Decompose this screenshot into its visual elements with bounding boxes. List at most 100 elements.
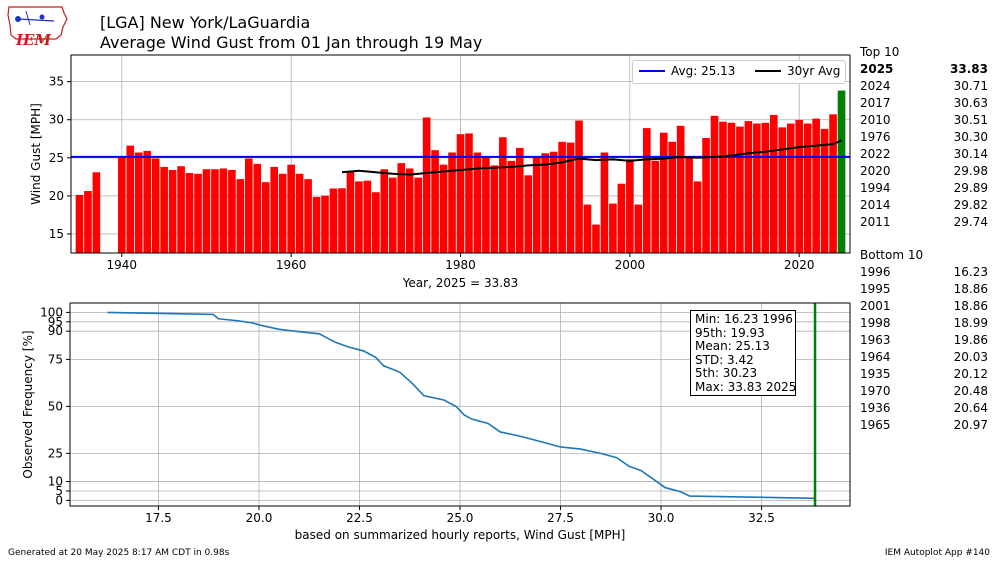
bottom10-row: 1970 20.48: [860, 383, 988, 400]
bottom10-title: Bottom 10: [860, 248, 924, 262]
legend-label-30yr: 30yr Avg: [787, 64, 841, 78]
top10-value: 33.83: [950, 62, 988, 76]
bar-2009: [702, 138, 710, 253]
bar-2014: [744, 121, 753, 254]
thirty-yr-avg-line: [341, 139, 842, 176]
bar-1981: [465, 133, 473, 253]
top10-value: 29.82: [953, 198, 988, 212]
top10-panel: Top 10 2025 33.83 2024 30.71 2017 30.63 2010 30…: [860, 44, 988, 231]
y-tick-label: 0: [55, 493, 63, 507]
y-tick-label: 95: [48, 315, 63, 329]
y-tick-label: 75: [48, 352, 63, 366]
bar-1936: [84, 191, 92, 253]
bar-2013: [736, 126, 744, 253]
bar-1935: [75, 194, 84, 253]
bar-1946: [168, 169, 177, 253]
bar-1955: [245, 158, 253, 253]
top10-value: 30.51: [953, 113, 988, 127]
top10-year: 2017: [860, 96, 891, 110]
top10-row: 2020 29.98: [860, 163, 988, 180]
top10-value: 29.89: [953, 181, 988, 195]
bottom10-row: 1964 20.03: [860, 349, 988, 366]
bar-2004: [659, 132, 668, 253]
y-tick-label: 25: [48, 446, 63, 460]
x-tick-label: 1940: [107, 258, 138, 272]
bar-2011: [719, 121, 727, 253]
bar-1985: [499, 137, 507, 253]
bar-1966: [338, 188, 346, 253]
bottom10-year: 1964: [860, 350, 891, 364]
top10-value: 30.63: [953, 96, 988, 110]
bar-1944: [151, 158, 160, 253]
top10-year: 2014: [860, 198, 891, 212]
bar-1956: [253, 163, 262, 253]
stat-max: Max: 33.83 2025: [695, 379, 797, 394]
bar-2000: [626, 159, 634, 253]
bar-1962: [304, 179, 312, 253]
bottom10-year: 1963: [860, 333, 891, 347]
bar-2020: [795, 119, 804, 253]
bar-1972: [388, 177, 397, 253]
top10-row: 1976 30.30: [860, 129, 988, 146]
bar-1970: [372, 192, 380, 253]
chart-subtitle: Average Wind Gust from 01 Jan through 19…: [100, 33, 483, 52]
bar-2002: [642, 128, 651, 253]
footer-generated: Generated at 20 May 2025 8:17 AM CDT in …: [8, 548, 230, 558]
y-tick-label: 20: [49, 189, 64, 203]
stat-95th: 95th: 19.93: [695, 325, 765, 340]
bar-2010: [710, 115, 719, 253]
bar-1986: [507, 160, 516, 253]
bar-1957: [261, 182, 270, 253]
bottom10-value: 20.64: [953, 401, 988, 415]
bottom10-year: 1995: [860, 282, 891, 296]
bottom10-year: 1965: [860, 418, 891, 432]
bottom10-value: 20.03: [953, 350, 988, 364]
bottom10-year: 1935: [860, 367, 891, 381]
bottom10-row: 1936 20.64: [860, 400, 988, 417]
y-tick-label: 90: [48, 324, 63, 338]
bar-1973: [397, 163, 406, 253]
bar-1996: [592, 224, 600, 253]
bottom10-value: 18.86: [953, 282, 988, 296]
top10-row: 2022 30.14: [860, 146, 988, 163]
bar-1971: [380, 169, 389, 253]
legend-label-avg: Avg: 25.13: [671, 64, 736, 78]
bar-1950: [202, 169, 211, 253]
legend-swatch-30yr: [755, 70, 781, 72]
top10-value: 30.71: [953, 79, 988, 93]
y-tick-label: 25: [49, 151, 64, 165]
bar-1992: [558, 141, 566, 253]
iowa-map-icon: [7, 6, 68, 40]
bar-1991: [549, 151, 558, 253]
y-tick-label: 35: [49, 75, 64, 89]
x-tick-label: 1960: [276, 258, 307, 272]
bar-1998: [609, 203, 617, 253]
y-tick-label: 5: [55, 484, 63, 498]
bar-2005: [668, 141, 676, 253]
top10-value: 30.30: [953, 130, 988, 144]
bar-1942: [134, 152, 143, 253]
bottom10-value: 18.86: [953, 299, 988, 313]
bottom10-panel: Bottom 10 1996 16.23 1995 18.86 2001 18.86 199…: [860, 247, 988, 434]
bar-1937: [92, 172, 101, 253]
bar-1974: [405, 168, 414, 253]
x-tick-label: 2020: [784, 258, 815, 272]
bottom10-value: 18.99: [953, 316, 988, 330]
top10-row: 2014 29.82: [860, 197, 988, 214]
bar-1940: [117, 157, 126, 253]
top10-row: 1994 29.89: [860, 180, 988, 197]
bottom10-year: 1936: [860, 401, 891, 415]
bottom10-row: 1965 20.97: [860, 417, 988, 434]
bottom10-value: 20.12: [953, 367, 988, 381]
bar-1967: [346, 171, 355, 253]
y-axis-label: Observed Frequency [%]: [21, 330, 35, 478]
top10-year: 2025: [860, 62, 894, 76]
bar-2018: [778, 127, 787, 253]
bar-1945: [160, 166, 168, 253]
bottom10-row: 1996 16.23: [860, 264, 988, 281]
bar-2021: [803, 123, 812, 254]
bar-1954: [236, 179, 245, 253]
bar-2023: [820, 128, 829, 253]
top10-row: 2024 30.71: [860, 78, 988, 95]
bar-1943: [143, 150, 152, 253]
